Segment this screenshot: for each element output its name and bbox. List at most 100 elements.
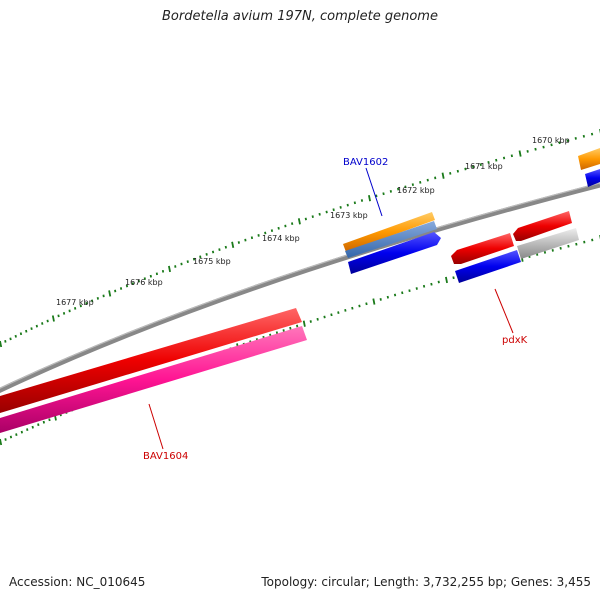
gene-feature-red-pdxk[interactable] [451, 233, 514, 264]
inner-tick-minor [422, 284, 426, 288]
scale-label-1672: 1672 kbp [397, 186, 435, 195]
gene-feature-red-right[interactable] [513, 211, 572, 241]
outer-tick-minor [131, 282, 134, 285]
gene-feature-blue-arrow[interactable] [348, 232, 441, 274]
outer-scale-ticks [0, 129, 600, 348]
outer-tick-minor [411, 183, 414, 186]
outer-tick-major [168, 265, 171, 273]
gene-feature-steelblue[interactable] [345, 221, 437, 258]
gene-label-bav1602[interactable]: BAV1602 [343, 157, 388, 168]
inner-tick-major [445, 276, 448, 284]
inner-tick-minor [591, 238, 594, 242]
outer-tick-minor [375, 194, 378, 198]
inner-tick-minor [401, 291, 404, 295]
inner-tick-minor [351, 306, 354, 310]
outer-tick-minor [558, 141, 561, 145]
outer-tick-minor [382, 192, 385, 196]
outer-tick-minor [590, 132, 594, 136]
outer-tick-minor [542, 145, 545, 149]
inner-tick-minor [575, 242, 578, 246]
gene-feature-orange[interactable] [343, 212, 435, 252]
outer-tick-minor [318, 212, 321, 216]
outer-tick-minor [119, 287, 123, 290]
outer-tick-minor [311, 215, 314, 218]
inner-tick-minor [42, 420, 45, 424]
outer-tick-minor [346, 203, 349, 207]
outer-tick-minor [186, 260, 189, 263]
outer-tick-major [368, 195, 371, 202]
gene-feature-orange-edge[interactable] [578, 148, 600, 170]
outer-tick-minor [149, 274, 152, 278]
inner-tick-minor [337, 311, 340, 314]
scale-label-1675: 1675 kbp [193, 257, 231, 266]
inner-tick-minor [344, 309, 347, 312]
outer-tick-minor [534, 147, 537, 151]
outer-tick-minor [277, 226, 280, 230]
inner-tick-minor [330, 313, 333, 317]
outer-tick-minor [502, 156, 506, 160]
inner-tick-minor [4, 438, 7, 441]
outer-tick-major [518, 150, 522, 157]
inner-tick-minor [48, 418, 51, 422]
outer-tick-minor [397, 187, 400, 191]
genome-backbone [0, 182, 600, 394]
outer-tick-minor [85, 302, 88, 305]
inner-tick-minor [289, 326, 292, 330]
outer-tick-minor [25, 329, 28, 333]
outer-tick-minor [264, 231, 267, 235]
outer-tick-minor [526, 150, 529, 153]
outer-tick-minor [487, 161, 490, 164]
genome-summary-text: Topology: circular; Length: 3,732,255 bp… [261, 575, 591, 589]
outer-tick-minor [566, 139, 569, 142]
outer-tick-minor [125, 284, 129, 288]
inner-tick-minor [559, 246, 562, 250]
outer-tick-minor [9, 337, 12, 341]
scale-label-1670: 1670 kbp [532, 136, 570, 145]
inner-tick-minor [323, 315, 326, 319]
outer-tick-major [51, 315, 55, 322]
outer-tick-minor [464, 167, 467, 171]
inner-tick-minor [430, 282, 433, 286]
outer-tick-minor [550, 143, 553, 147]
outer-tick-minor [143, 277, 146, 280]
scale-label-1676: 1676 kbp [125, 278, 163, 287]
outer-tick-minor [449, 172, 452, 175]
gene-feature-grey[interactable] [517, 228, 579, 259]
outer-tick-minor [304, 217, 307, 221]
inner-tick-minor [9, 435, 13, 439]
outer-tick-major [231, 241, 235, 248]
outer-tick-minor [353, 201, 356, 205]
inner-tick-minor [316, 317, 319, 321]
gene-feature-red-large[interactable] [0, 308, 302, 413]
outer-tick-minor [91, 299, 94, 303]
outer-tick-minor [360, 199, 364, 202]
gene-label-bav1604[interactable]: BAV1604 [143, 451, 188, 462]
inner-tick-minor [543, 251, 547, 254]
outer-tick-minor [4, 340, 7, 343]
inner-tick-major [372, 298, 376, 305]
scale-label-1677: 1677 kbp [56, 298, 94, 307]
gene-feature-blue-pdxk[interactable] [455, 250, 521, 283]
outer-tick-minor [582, 134, 585, 138]
inner-tick-minor [415, 287, 418, 290]
inner-tick-minor [386, 295, 389, 299]
inner-tick-minor [296, 324, 299, 328]
outer-tick-minor [14, 334, 17, 338]
outer-tick-minor [211, 250, 215, 254]
callout-line-pdxk [494, 288, 514, 334]
outer-tick-minor [74, 307, 77, 310]
inner-tick-minor [20, 430, 23, 434]
gene-label-pdxk[interactable]: pdxK [502, 335, 528, 346]
outer-tick-minor [237, 241, 240, 244]
inner-tick-minor [452, 276, 455, 280]
inner-tick-major [0, 438, 3, 446]
inner-tick-minor [309, 320, 312, 323]
outer-tick-minor [389, 190, 392, 193]
inner-tick-minor [358, 304, 361, 308]
inner-tick-minor [26, 428, 29, 431]
outer-tick-minor [46, 319, 49, 323]
inner-tick-minor [551, 249, 554, 252]
gene-feature-pink-large[interactable] [0, 326, 307, 433]
gene-feature-blue-edge[interactable] [585, 169, 600, 187]
outer-tick-minor [270, 229, 274, 232]
